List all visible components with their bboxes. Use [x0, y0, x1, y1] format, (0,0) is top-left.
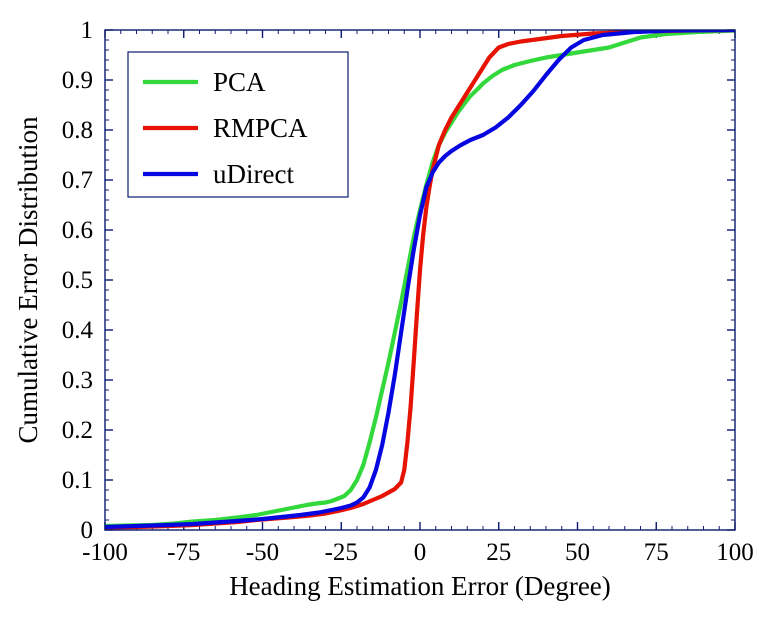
y-tick-label: 0.1 [62, 467, 93, 494]
legend-label: RMPCA [213, 113, 308, 143]
y-tick-label: 0.4 [62, 317, 94, 344]
y-axis-label: Cumulative Error Distribution [13, 116, 43, 443]
y-tick-label: 0.3 [62, 367, 93, 394]
x-tick-label: 75 [644, 539, 669, 566]
y-tick-label: 0.8 [62, 117, 93, 144]
y-tick-label: 0.6 [62, 217, 93, 244]
cdf-chart: -100-75-50-25025507510000.10.20.30.40.50… [0, 0, 772, 617]
y-tick-label: 0.9 [62, 67, 93, 94]
x-tick-label: -50 [246, 539, 279, 566]
x-tick-label: 50 [565, 539, 590, 566]
x-axis-label: Heading Estimation Error (Degree) [229, 571, 611, 601]
x-tick-label: 0 [414, 539, 427, 566]
y-tick-label: 0 [81, 517, 94, 544]
legend-label: PCA [213, 67, 266, 97]
legend-label: uDirect [213, 159, 294, 189]
x-tick-label: -25 [325, 539, 358, 566]
y-tick-label: 0.5 [62, 267, 93, 294]
y-tick-label: 1 [81, 17, 94, 44]
x-tick-label: -75 [167, 539, 200, 566]
x-tick-label: 100 [716, 539, 754, 566]
y-tick-label: 0.7 [62, 167, 93, 194]
y-tick-label: 0.2 [62, 417, 93, 444]
chart-svg: -100-75-50-25025507510000.10.20.30.40.50… [0, 0, 772, 617]
x-tick-label: 25 [486, 539, 511, 566]
